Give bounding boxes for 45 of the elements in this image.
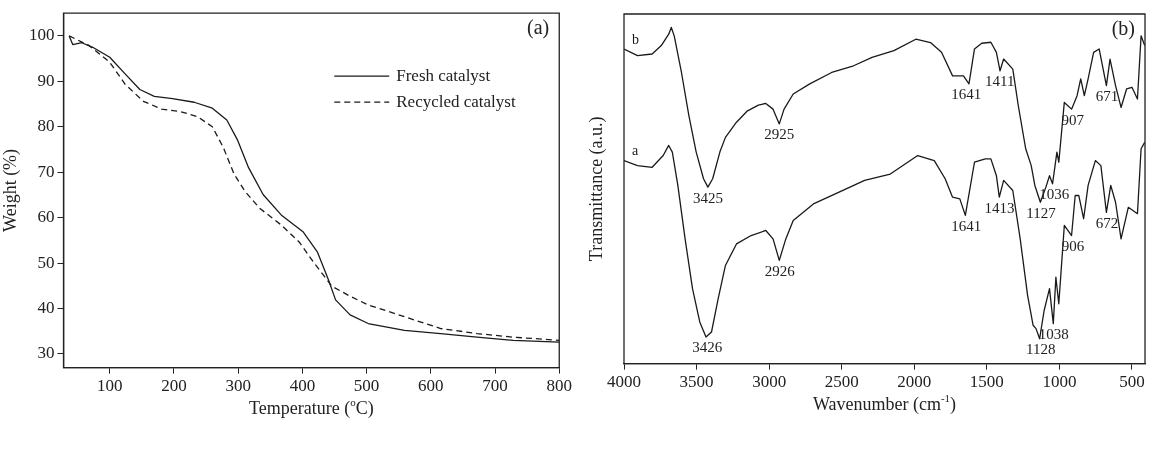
y-tick-label: 70 [37, 161, 55, 181]
x-tick-label: 800 [546, 376, 572, 396]
annotation: 672 [1095, 214, 1119, 231]
x-tick-label: 3500 [679, 372, 714, 392]
series-label: b [632, 31, 639, 47]
x-tick-label: 4000 [607, 372, 641, 392]
annotation: 1641 [951, 217, 982, 234]
y-tick-label: 30 [37, 343, 55, 363]
annotation: 3426 [692, 339, 723, 356]
x-tick-label: 700 [482, 376, 508, 396]
y-axis-title: Weight (%) [0, 148, 21, 232]
x-tick-label: 1500 [969, 372, 1004, 392]
y-tick-label: 40 [37, 298, 55, 317]
annotation: 1411 [985, 73, 1015, 90]
x-tick-label: 2500 [824, 372, 859, 392]
x-tick-label: 600 [418, 376, 444, 396]
annotation: 2926 [764, 262, 796, 279]
x-tick-label: 3000 [752, 372, 787, 392]
y-tick-label: 60 [37, 207, 55, 227]
x-tick-label: 300 [225, 376, 251, 396]
annotation: 3425 [692, 189, 723, 206]
annotation: 1641 [951, 86, 982, 103]
annotation: (a) [527, 16, 550, 40]
y-tick-label: 50 [37, 252, 55, 272]
annotation: 1413 [984, 199, 1015, 216]
annotation: (b) [1111, 17, 1135, 41]
annotation: 2925 [764, 126, 795, 143]
annotation: 671 [1095, 88, 1119, 105]
x-tick-label: 500 [353, 376, 380, 396]
legend-label: Recycled catalyst [396, 91, 516, 111]
legend-label: Fresh catalyst [396, 65, 491, 85]
series-label: a [632, 143, 639, 159]
annotation: 1038 [1038, 326, 1069, 343]
x-tick-label: 400 [289, 376, 316, 396]
y-tick-label: 100 [29, 25, 55, 45]
x-tick-label: 2000 [897, 372, 932, 392]
x-tick-label: 100 [96, 376, 123, 396]
x-tick-label: 500 [1119, 372, 1145, 392]
y-tick-label: 80 [37, 116, 55, 136]
y-axis-title: Transmittance (a.u.) [586, 116, 607, 262]
x-tick-label: 200 [161, 376, 187, 396]
annotation: 1128 [1026, 341, 1056, 358]
x-tick-label: 1000 [1042, 372, 1077, 392]
annotation: 1127 [1026, 204, 1057, 221]
y-tick-label: 90 [37, 70, 55, 90]
